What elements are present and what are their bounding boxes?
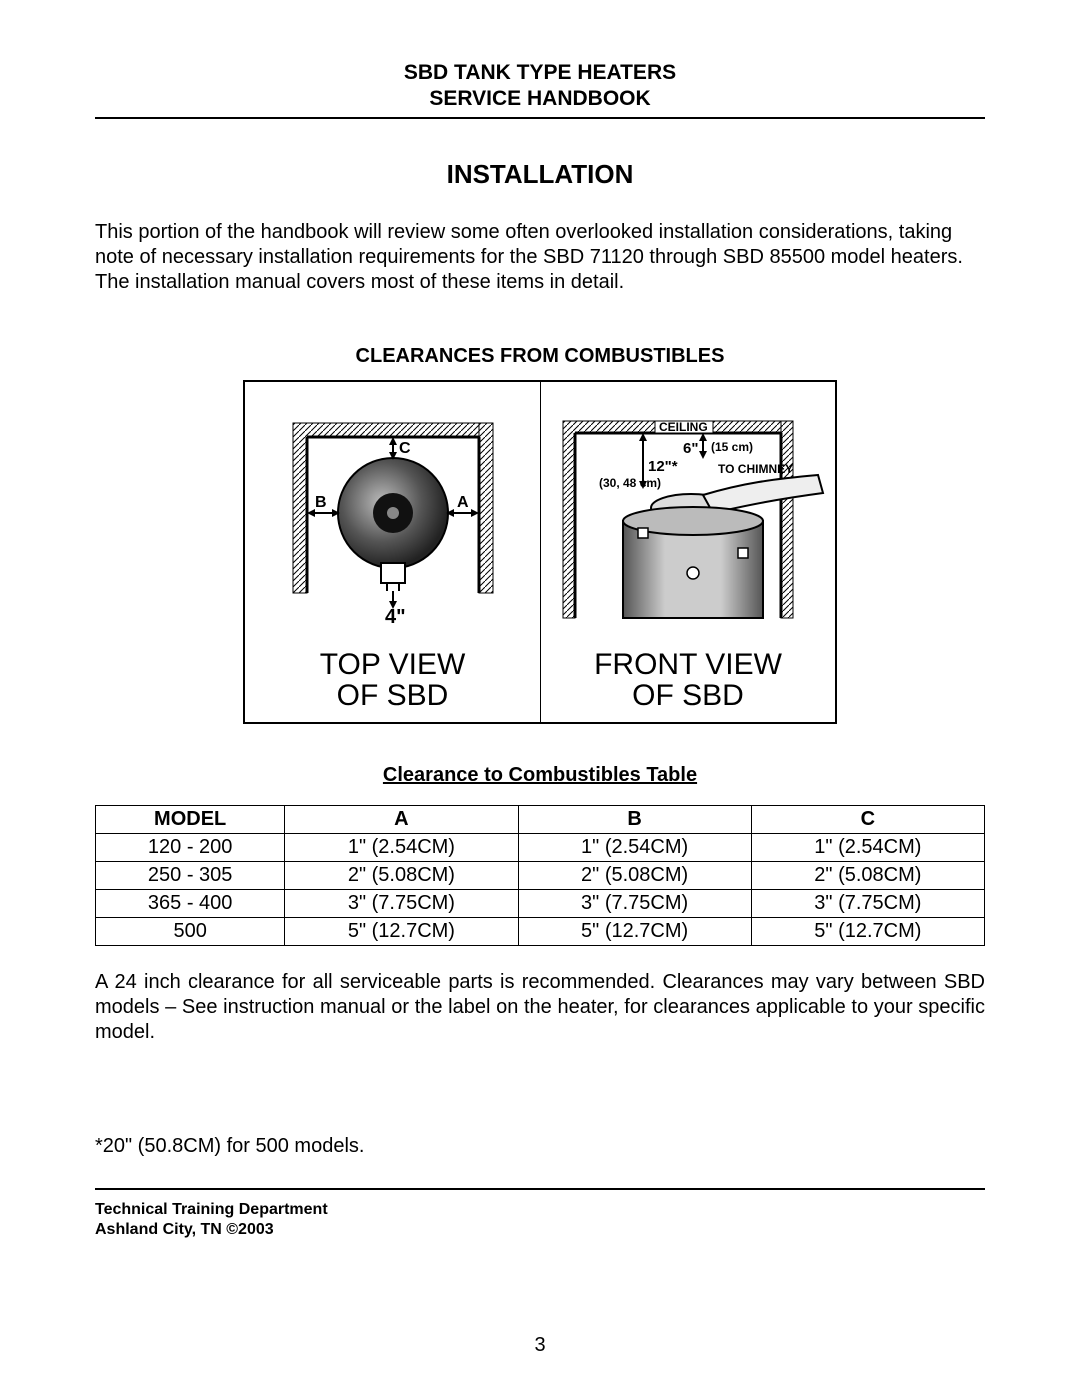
- page: SBD TANK TYPE HEATERS SERVICE HANDBOOK I…: [0, 0, 1080, 1397]
- col-c: C: [751, 805, 984, 833]
- to-chimney-label: TO CHIMNEY: [718, 462, 793, 476]
- front-view-panel: CEILING 6" (15 cm) 12"* (30, 48 cm) TO C…: [540, 382, 835, 722]
- footer: Technical Training Department Ashland Ci…: [95, 1200, 985, 1242]
- note-paragraph: A 24 inch clearance for all serviceable …: [95, 970, 985, 1045]
- front-view-caption: FRONT VIEW OF SBD: [594, 649, 782, 712]
- col-b: B: [518, 805, 751, 833]
- intro-paragraph: This portion of the handbook will review…: [95, 220, 985, 295]
- top-view-caption-l2: OF SBD: [337, 679, 449, 712]
- footer-line-2: Ashland City, TN ©2003: [95, 1220, 985, 1241]
- label-a: A: [457, 494, 469, 511]
- top-view-caption: TOP VIEW OF SBD: [320, 649, 466, 712]
- front-view-svg: CEILING 6" (15 cm) 12"* (30, 48 cm) TO C…: [543, 413, 833, 643]
- table-row: 120 - 200 1" (2.54CM) 1" (2.54CM) 1" (2.…: [96, 833, 985, 861]
- clearance-diagram: C B A 4" TOP VIEW OF SBD: [243, 380, 837, 724]
- col-a: A: [285, 805, 518, 833]
- front-view-caption-l2: OF SBD: [632, 679, 744, 712]
- section-title: INSTALLATION: [95, 159, 985, 190]
- table-row: 365 - 400 3" (7.75CM) 3" (7.75CM) 3" (7.…: [96, 889, 985, 917]
- top-view-svg: C B A 4": [263, 413, 523, 643]
- header-line-2: SERVICE HANDBOOK: [95, 86, 985, 112]
- footer-line-1: Technical Training Department: [95, 1200, 985, 1221]
- top-view-panel: C B A 4" TOP VIEW OF SBD: [245, 382, 540, 722]
- table-title: Clearance to Combustibles Table: [95, 764, 985, 787]
- six-cm-label: (15 cm): [711, 440, 753, 454]
- clearances-heading: CLEARANCES FROM COMBUSTIBLES: [95, 345, 985, 368]
- table-header-row: MODEL A B C: [96, 805, 985, 833]
- table-row: 250 - 305 2" (5.08CM) 2" (5.08CM) 2" (5.…: [96, 861, 985, 889]
- twelve-cm-label: (30, 48 cm): [599, 476, 661, 490]
- twelve-inch-label: 12"*: [648, 458, 678, 475]
- clearance-table: MODEL A B C 120 - 200 1" (2.54CM) 1" (2.…: [95, 805, 985, 946]
- ceiling-label: CEILING: [659, 420, 708, 434]
- footer-rule: [95, 1188, 985, 1190]
- front-view-caption-l1: FRONT VIEW: [594, 648, 782, 681]
- label-b: B: [315, 494, 327, 511]
- document-header: SBD TANK TYPE HEATERS SERVICE HANDBOOK: [95, 60, 985, 119]
- label-c: C: [399, 440, 411, 457]
- label-4in: 4": [385, 606, 406, 628]
- top-view-caption-l1: TOP VIEW: [320, 648, 466, 681]
- page-number: 3: [534, 1334, 545, 1357]
- header-line-1: SBD TANK TYPE HEATERS: [95, 60, 985, 86]
- six-inch-label: 6": [683, 440, 698, 457]
- footnote: *20" (50.8CM) for 500 models.: [95, 1135, 985, 1158]
- col-model: MODEL: [96, 805, 285, 833]
- table-row: 500 5" (12.7CM) 5" (12.7CM) 5" (12.7CM): [96, 917, 985, 945]
